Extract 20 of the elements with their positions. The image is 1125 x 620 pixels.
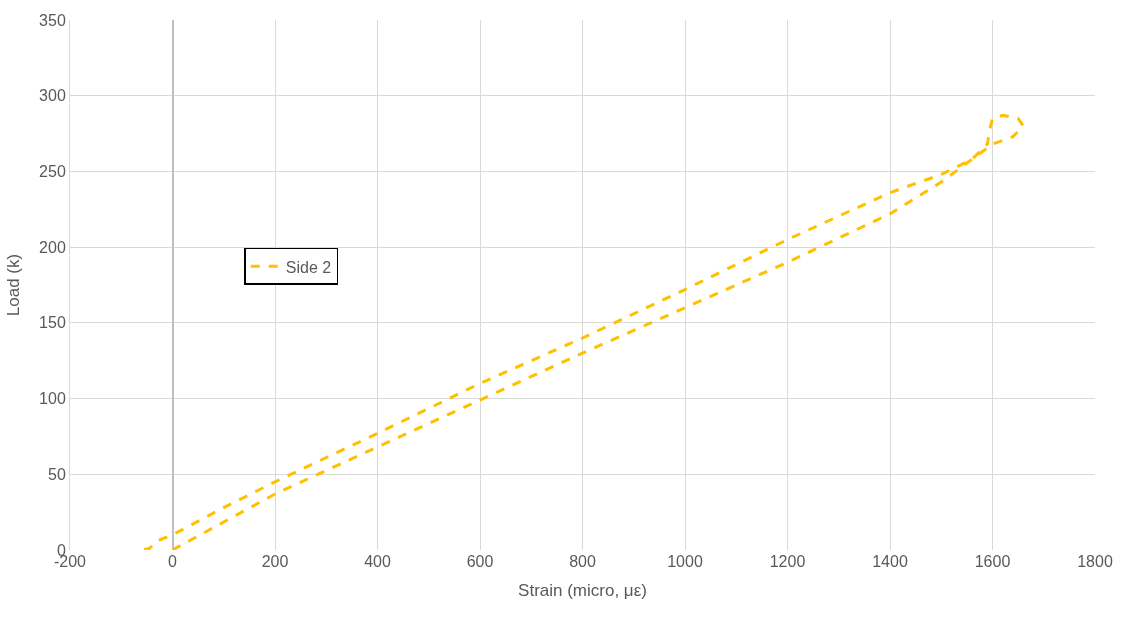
x-tick-label: 1000: [667, 553, 703, 570]
y-tick-label: 200: [39, 238, 66, 256]
x-tick-label: 800: [569, 553, 596, 570]
x-tick-label: 600: [466, 553, 494, 570]
legend-label: Side 2: [285, 258, 332, 276]
x-tick-label: 400: [364, 553, 391, 570]
x-tick-label: 0: [168, 553, 178, 570]
y-tick-label: 100: [39, 390, 66, 408]
y-axis-title: Load (k): [3, 253, 23, 317]
y-tick-label: 350: [39, 11, 66, 29]
x-tick-label: 1600: [974, 553, 1011, 570]
y-tick-label: 250: [39, 163, 66, 181]
x-tick-label: 1200: [769, 553, 806, 570]
x-tick-label: 1800: [1077, 553, 1113, 570]
x-tick-label: 200: [261, 553, 289, 570]
x-axis-title: Strain (micro, με): [518, 581, 647, 601]
y-tick-label: 150: [39, 314, 66, 332]
x-tick-label: 1400: [872, 553, 908, 570]
y-tick-label: 50: [48, 465, 66, 483]
y-tick-label: 300: [39, 87, 66, 105]
